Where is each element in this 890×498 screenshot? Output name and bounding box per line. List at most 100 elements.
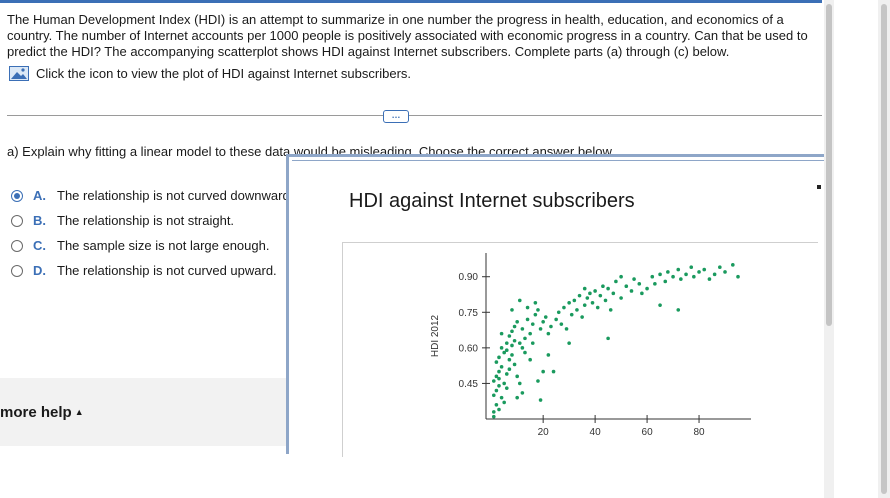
data-point — [564, 327, 569, 331]
data-point — [624, 284, 629, 288]
data-point — [520, 391, 525, 395]
more-help-link[interactable]: more help ▲ — [0, 404, 84, 421]
data-point — [497, 369, 501, 374]
option-d[interactable]: D. The relationship is not curved upward… — [11, 258, 293, 283]
popup-title: HDI against Internet subscribers — [349, 190, 635, 212]
caret-up-icon: ▲ — [74, 407, 84, 417]
data-point — [517, 341, 522, 345]
data-point — [679, 277, 683, 281]
data-point — [580, 315, 584, 319]
option-letter: A. — [33, 188, 46, 203]
data-point — [510, 353, 514, 357]
scrollbar-thumb[interactable] — [826, 4, 832, 326]
data-point — [525, 305, 530, 310]
data-point — [536, 379, 540, 383]
data-point — [528, 331, 532, 336]
separator — [7, 115, 822, 116]
option-b[interactable]: B. The relationship is not straight. — [11, 208, 293, 233]
data-point — [512, 324, 517, 329]
data-point — [650, 274, 655, 279]
data-point — [546, 353, 551, 357]
radio-b[interactable] — [11, 214, 23, 227]
data-point — [567, 301, 571, 305]
radio-a[interactable] — [11, 189, 23, 202]
page-scrollbar-thumb[interactable] — [881, 4, 887, 494]
data-point — [515, 395, 519, 400]
data-point — [515, 374, 519, 379]
data-point — [517, 381, 522, 386]
data-point — [502, 350, 506, 355]
data-point — [499, 346, 504, 350]
data-point — [499, 395, 504, 400]
data-point — [645, 286, 649, 291]
data-point — [606, 286, 610, 291]
data-point — [590, 301, 595, 305]
data-point — [504, 348, 509, 353]
image-icon[interactable] — [9, 66, 29, 81]
data-point — [497, 384, 501, 388]
data-point — [697, 270, 701, 274]
answer-options: A. The relationship is not curved downwa… — [11, 183, 293, 283]
popup-scrollbar[interactable] — [824, 0, 834, 498]
hint-row[interactable]: Click the icon to view the plot of HDI a… — [9, 66, 411, 81]
data-point — [663, 279, 668, 284]
data-point — [504, 386, 509, 390]
x-tick-label: 20 — [538, 427, 550, 438]
data-point — [684, 272, 688, 277]
data-point — [499, 365, 504, 369]
top-accent-bar — [0, 0, 822, 3]
data-point — [515, 319, 519, 324]
data-point — [510, 343, 514, 348]
data-point — [499, 331, 504, 336]
data-point — [572, 298, 577, 303]
data-point — [504, 341, 509, 345]
data-point — [702, 267, 707, 272]
plot-panel: 0.45 0.60 0.75 0.90 20 40 60 80 HDI 2012 — [342, 242, 818, 457]
data-point — [562, 305, 566, 310]
data-point — [533, 301, 538, 305]
data-point — [577, 293, 582, 298]
x-tick-label: 60 — [642, 427, 654, 438]
option-text: The sample size is not large enough. — [57, 238, 270, 253]
data-point — [582, 286, 587, 291]
data-point — [619, 296, 623, 300]
data-point — [512, 338, 517, 343]
data-point — [658, 272, 662, 277]
data-point — [666, 270, 670, 274]
data-point — [510, 308, 514, 312]
option-c[interactable]: C. The sample size is not large enough. — [11, 233, 293, 258]
data-point — [676, 308, 681, 312]
data-point — [512, 362, 517, 367]
hint-text[interactable]: Click the icon to view the plot of HDI a… — [36, 66, 412, 81]
y-tick-label: 0.45 — [459, 379, 479, 390]
data-point — [671, 274, 675, 279]
data-point — [491, 410, 496, 414]
radio-c[interactable] — [11, 239, 23, 252]
scatter-plot: 0.45 0.60 0.75 0.90 20 40 60 80 HDI 2012 — [430, 253, 751, 438]
radio-d[interactable] — [11, 264, 23, 277]
data-point — [582, 303, 587, 307]
data-point — [585, 296, 590, 300]
data-point — [692, 274, 696, 279]
data-point — [736, 274, 740, 279]
data-point — [559, 322, 564, 326]
data-point — [608, 308, 613, 312]
plot-popup: HDI against Internet subscribers 0.45 0.6… — [286, 154, 826, 457]
scroll-marker — [817, 185, 821, 189]
data-point — [504, 372, 509, 376]
page-scrollbar[interactable] — [878, 0, 890, 498]
expand-button[interactable]: … — [383, 110, 409, 123]
data-point — [718, 265, 722, 270]
data-point — [510, 329, 514, 334]
data-point — [689, 265, 694, 270]
data-point — [502, 381, 506, 386]
option-a[interactable]: A. The relationship is not curved downwa… — [11, 183, 293, 208]
data-point — [520, 346, 525, 350]
data-point — [707, 277, 712, 281]
data-point — [619, 274, 623, 279]
data-point — [536, 308, 540, 312]
more-help-label[interactable]: more help — [0, 404, 72, 421]
data-point — [676, 267, 681, 272]
data-point — [491, 379, 496, 383]
data-point — [523, 336, 527, 341]
